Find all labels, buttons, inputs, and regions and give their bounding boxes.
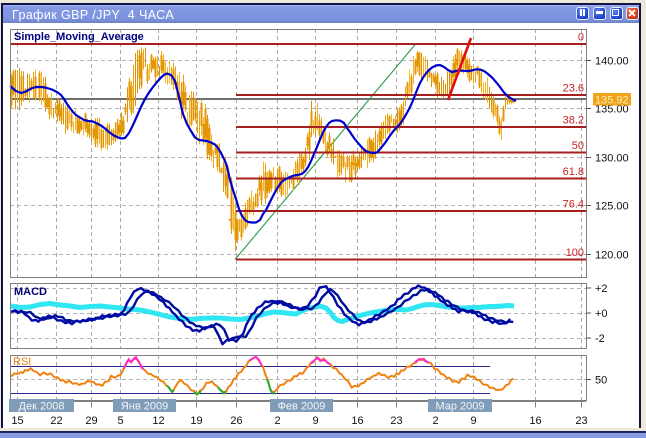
svg-text:50: 50	[572, 140, 584, 152]
svg-text:+0: +0	[595, 308, 608, 320]
svg-text:76.4: 76.4	[563, 199, 584, 211]
svg-text:5: 5	[117, 415, 123, 427]
svg-text:2: 2	[274, 415, 280, 427]
svg-text:15: 15	[11, 415, 23, 427]
svg-text:120.00: 120.00	[595, 250, 629, 262]
svg-text:RSI: RSI	[13, 356, 31, 368]
svg-text:MACD: MACD	[14, 286, 47, 298]
svg-text:125.00: 125.00	[595, 201, 629, 213]
svg-text:9: 9	[470, 415, 476, 427]
svg-text:100: 100	[566, 247, 584, 259]
svg-text:+2: +2	[595, 283, 608, 295]
svg-text:9: 9	[312, 415, 318, 427]
svg-text:0: 0	[578, 32, 584, 44]
svg-text:23: 23	[575, 415, 587, 427]
svg-text:23: 23	[390, 415, 402, 427]
svg-text:135.00: 135.00	[595, 104, 629, 116]
svg-text:Янв 2009: Янв 2009	[121, 401, 168, 413]
svg-text:Мар 2009: Мар 2009	[435, 401, 484, 413]
svg-text:50: 50	[595, 375, 607, 387]
svg-text:29: 29	[85, 415, 97, 427]
svg-text:2: 2	[432, 415, 438, 427]
svg-text:16: 16	[529, 415, 541, 427]
svg-text:Фев 2009: Фев 2009	[278, 401, 326, 413]
svg-text:Дек 2008: Дек 2008	[19, 401, 65, 413]
svg-text:16: 16	[351, 415, 363, 427]
svg-text:12: 12	[152, 415, 164, 427]
svg-text:130.00: 130.00	[595, 153, 629, 165]
svg-text:19: 19	[190, 415, 202, 427]
svg-text:135.92: 135.92	[595, 95, 629, 107]
svg-text:38.2: 38.2	[563, 115, 584, 127]
svg-text:61.8: 61.8	[563, 166, 584, 178]
svg-text:26: 26	[230, 415, 242, 427]
svg-text:22: 22	[50, 415, 62, 427]
svg-text:-2: -2	[595, 333, 605, 345]
svg-text:23.6: 23.6	[563, 83, 584, 95]
svg-text:140.00: 140.00	[595, 56, 629, 68]
svg-text:Simple_Moving_Average: Simple_Moving_Average	[14, 31, 144, 43]
